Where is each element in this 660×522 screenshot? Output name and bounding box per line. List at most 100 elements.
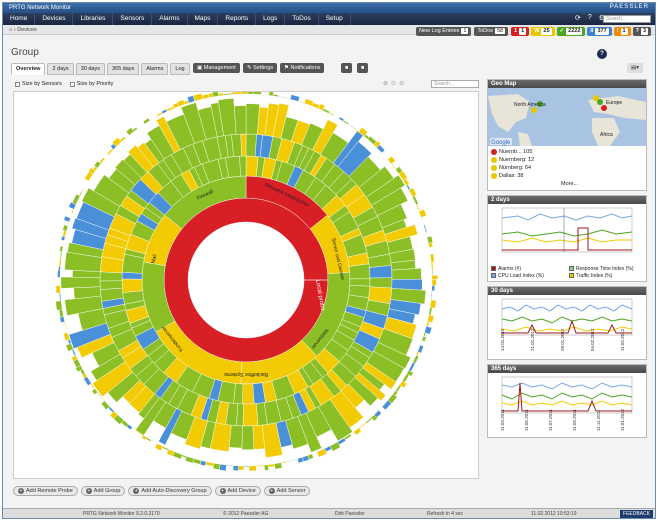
geo-location-item[interactable]: Nuernb... 105 — [491, 148, 643, 156]
footer-user[interactable]: Dirk Paessler — [335, 511, 365, 517]
gear-icon[interactable]: ⚙ — [598, 15, 605, 22]
sunburst-sensor-segment[interactable] — [428, 307, 433, 316]
sunburst-sensor-segment[interactable] — [67, 221, 70, 227]
sunburst-sensor-segment[interactable] — [58, 266, 61, 271]
sunburst-sensor-segment[interactable] — [78, 191, 83, 197]
menu-maps[interactable]: Maps — [188, 13, 219, 25]
sunburst-sensor-segment[interactable] — [226, 464, 234, 467]
geo-location-item[interactable]: Nuernberg: 12 — [491, 156, 643, 164]
sunburst-sensor-segment[interactable] — [131, 427, 137, 431]
menu-todos[interactable]: ToDos — [285, 13, 319, 25]
sunburst-sensor-segment[interactable] — [297, 457, 304, 464]
sunburst-sensor-segment[interactable] — [243, 465, 250, 468]
sunburst-sensor-segment[interactable] — [58, 258, 62, 267]
sunburst-sensor-segment[interactable] — [59, 251, 63, 259]
status-badge-3[interactable]: II 377 — [587, 27, 612, 36]
sunburst-sensor-segment[interactable] — [428, 247, 431, 255]
sunburst-sensor-segment[interactable] — [429, 253, 435, 263]
sunburst-sensor-segment[interactable] — [58, 309, 64, 318]
settings-button[interactable]: ✎ Settings — [243, 63, 278, 73]
sunburst-sensor-segment[interactable] — [55, 285, 61, 294]
menu-setup[interactable]: Setup — [319, 13, 351, 25]
sunburst-sensor-segment[interactable] — [342, 119, 350, 125]
sunburst-sensor-segment[interactable] — [71, 193, 81, 205]
sunburst-sensor-segment[interactable] — [70, 213, 73, 219]
sunburst-device-segment[interactable] — [242, 403, 259, 427]
sunburst-sensor-segment[interactable] — [154, 443, 164, 452]
search-input[interactable]: Search... — [603, 15, 651, 23]
graph-30-days[interactable]: 14.01.2012 21.01.2012 28.01.2012 04.02.2… — [488, 295, 646, 357]
sunburst-sensor-segment[interactable] — [347, 123, 353, 128]
sunburst-sensor-segment[interactable] — [150, 439, 158, 445]
menu-libraries[interactable]: Libraries — [73, 13, 114, 25]
sunburst-search-input[interactable]: Search... — [431, 80, 479, 88]
sunburst-sensor-segment[interactable] — [57, 269, 61, 278]
sunburst-device-segment[interactable] — [391, 268, 422, 280]
view-options-icon[interactable]: ▤▾ — [627, 63, 643, 73]
sunburst-sensor-segment[interactable] — [192, 458, 202, 465]
add-device-button[interactable]: + Add Device — [214, 486, 261, 496]
sunburst-sensor-segment[interactable] — [431, 285, 435, 292]
tab-log[interactable]: Log — [170, 63, 190, 75]
sunburst-sensor-segment[interactable] — [55, 300, 63, 311]
sunburst-sensor-segment[interactable] — [125, 127, 135, 136]
tab-overview[interactable]: Overview — [11, 63, 46, 75]
sunburst-device-segment[interactable] — [245, 133, 257, 157]
size-by-priority-checkbox[interactable]: Size by Priority — [69, 81, 113, 87]
sunburst-sensor-segment[interactable] — [412, 195, 419, 206]
sunburst-sensor-segment[interactable] — [423, 224, 428, 234]
sunburst-sensor-segment[interactable] — [238, 465, 245, 471]
sunburst-sensor-segment[interactable] — [62, 230, 67, 238]
sunburst-sensor-segment[interactable] — [430, 261, 434, 270]
status-badge-1[interactable]: W 25 — [531, 27, 555, 36]
sunburst-sensor-segment[interactable] — [280, 460, 290, 464]
sunburst-sensor-segment[interactable] — [107, 406, 115, 413]
sunburst-sensor-segment[interactable] — [255, 464, 265, 467]
status-badge-4[interactable]: ! 1 — [613, 27, 631, 36]
sunburst-sensor-segment[interactable] — [264, 464, 269, 471]
sunburst-sensor-segment[interactable] — [62, 240, 65, 247]
graph-2-days[interactable] — [488, 204, 646, 262]
sunburst-sensor-segment[interactable] — [66, 328, 68, 333]
sunburst-sensor-segment[interactable] — [426, 235, 434, 244]
add-sensor-button[interactable]: + Add Sensor — [263, 486, 311, 496]
sunburst-sensor-segment[interactable] — [402, 373, 410, 383]
sunburst-sensor-segment[interactable] — [425, 321, 430, 327]
tab-365-days[interactable]: 365 days — [106, 63, 140, 75]
todos-button[interactable]: ToDos 58 — [474, 27, 509, 36]
sunburst-sensor-segment[interactable] — [232, 465, 239, 471]
sunburst-sensor-segment[interactable] — [161, 446, 170, 451]
sunburst-sensor-segment[interactable] — [145, 436, 152, 442]
menu-logs[interactable]: Logs — [256, 13, 286, 25]
graph-365-days[interactable]: 11.03.2011 11.05.2011 11.07.2011 11.09.2… — [488, 373, 646, 435]
menu-sensors[interactable]: Sensors — [113, 13, 153, 25]
help-circle-icon[interactable]: ? — [597, 49, 607, 59]
sunburst-chart[interactable]: Local probeNetzwerk-InfrastrukturServer … — [14, 88, 478, 478]
sunburst-sensor-segment[interactable] — [166, 106, 175, 112]
geo-more-link[interactable]: More... — [561, 181, 579, 187]
sunburst-sensor-segment[interactable] — [181, 454, 187, 459]
refresh-icon[interactable]: ⟳ — [574, 15, 581, 22]
sunburst-sensor-segment[interactable] — [408, 361, 416, 372]
sunburst-sensor-segment[interactable] — [137, 123, 146, 130]
sunburst-sensor-segment[interactable] — [132, 127, 138, 132]
sunburst-sensor-segment[interactable] — [59, 245, 64, 252]
pause-icon[interactable]: ■ — [341, 63, 353, 73]
sunburst-sensor-segment[interactable] — [428, 242, 434, 248]
sunburst-sensor-segment[interactable] — [431, 279, 437, 286]
menu-devices[interactable]: Devices — [35, 13, 74, 25]
sunburst-sensor-segment[interactable] — [176, 99, 186, 107]
sunburst-device-segment[interactable] — [242, 383, 255, 405]
sunburst-sensor-segment[interactable] — [267, 463, 275, 468]
sunburst-sensor-segment[interactable] — [353, 427, 362, 436]
zoom-in-icon[interactable]: ⊕ — [383, 81, 389, 87]
sunburst-sensor-segment[interactable] — [420, 340, 423, 346]
sunburst-sensor-segment[interactable] — [106, 148, 114, 156]
sunburst-sensor-segment[interactable] — [430, 290, 433, 301]
sunburst-sensor-segment[interactable] — [285, 97, 291, 100]
sunburst-sensor-segment[interactable] — [415, 204, 421, 212]
sunburst-sensor-segment[interactable] — [328, 112, 335, 117]
tab-30-days[interactable]: 30 days — [75, 63, 105, 75]
sunburst-sensor-segment[interactable] — [149, 115, 158, 122]
sunburst-sensor-segment[interactable] — [423, 332, 427, 337]
